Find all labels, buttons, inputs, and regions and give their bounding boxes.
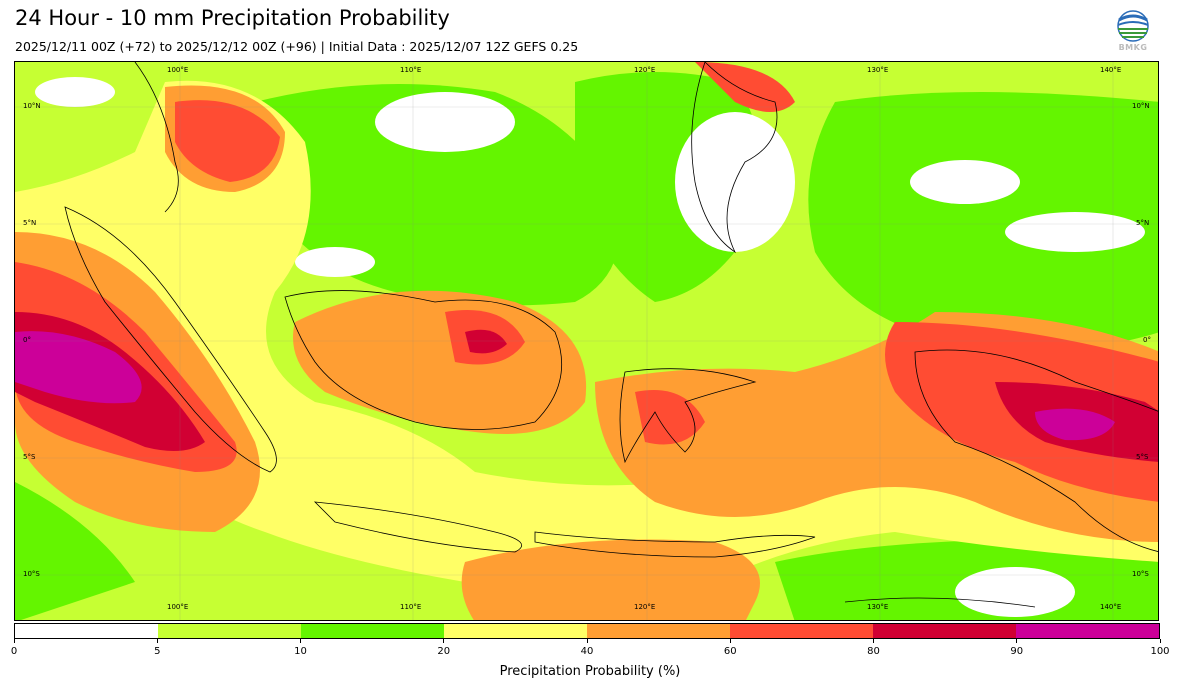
- colorbar: [14, 623, 1160, 639]
- colorbar-segment: [873, 624, 1016, 638]
- lat-label-left: 5°N: [23, 219, 37, 227]
- lon-label-bottom: 140°E: [1100, 603, 1122, 611]
- colorbar-tick-label: 60: [723, 646, 737, 657]
- bmkg-logo: BMKG: [1113, 10, 1153, 56]
- lon-label-top: 130°E: [867, 66, 889, 74]
- colorbar-tick-label: 40: [580, 646, 594, 657]
- colorbar-tick-label: 90: [1010, 646, 1024, 657]
- colorbar-segment: [730, 624, 873, 638]
- lon-label-bottom: 130°E: [867, 603, 889, 611]
- lat-label-right: 5°S: [1136, 453, 1149, 461]
- white-patch-5: [295, 247, 375, 277]
- red-area-north: [175, 100, 280, 182]
- colorbar-segment: [587, 624, 730, 638]
- orange-area-south: [461, 539, 760, 620]
- red-area-sulawesi: [635, 390, 705, 445]
- colorbar-tick-label: 100: [1150, 646, 1170, 657]
- map-field: [15, 62, 1158, 620]
- colorbar-tick-mark: [873, 639, 874, 643]
- colorbar-segment: [301, 624, 444, 638]
- colorbar-tick-label: 20: [437, 646, 451, 657]
- white-patch-1: [375, 92, 515, 152]
- colorbar-tick-mark: [13, 639, 15, 643]
- magenta-area-papua: [1035, 408, 1115, 441]
- chart-title: 24 Hour - 10 mm Precipitation Probabilit…: [15, 6, 450, 30]
- colorbar-tick-mark: [1016, 639, 1018, 643]
- lat-label-left: 5°S: [23, 453, 36, 461]
- lon-label-top: 120°E: [634, 66, 656, 74]
- red-area-ph: [695, 62, 795, 112]
- lat-label-right: 5°N: [1136, 219, 1150, 227]
- lon-label-bottom: 120°E: [634, 603, 656, 611]
- lon-label-bottom: 100°E: [167, 603, 189, 611]
- precipitation-map: [14, 61, 1159, 621]
- colorbar-tick-label: 10: [294, 646, 307, 657]
- green-area-pacific: [808, 92, 1158, 351]
- lat-label-right: 0°: [1143, 336, 1151, 344]
- white-patch-3: [910, 160, 1020, 204]
- logo-text: BMKG: [1118, 43, 1148, 52]
- colorbar-tick-label: 0: [10, 646, 18, 657]
- lon-label-top: 100°E: [167, 66, 189, 74]
- lat-label-left: 10°S: [23, 570, 40, 578]
- lat-label-left: 10°N: [23, 102, 41, 110]
- green-area-sw: [15, 482, 135, 620]
- colorbar-tick-label: 5: [154, 646, 161, 657]
- colorbar-segment: [15, 624, 158, 638]
- lon-label-top: 110°E: [400, 66, 422, 74]
- white-patch-4: [1005, 212, 1145, 252]
- colorbar-tick-mark: [1159, 639, 1161, 643]
- lon-label-bottom: 110°E: [400, 603, 422, 611]
- lon-label-top: 140°E: [1100, 66, 1122, 74]
- colorbar-tick-mark: [156, 639, 158, 643]
- lat-label-right: 10°S: [1132, 570, 1149, 578]
- colorbar-label: Precipitation Probability (%): [499, 664, 681, 679]
- colorbar-segment: [444, 624, 587, 638]
- colorbar-tick-mark: [443, 639, 445, 643]
- colorbar-tick-mark: [729, 639, 731, 643]
- white-patch-6: [955, 567, 1075, 617]
- crimson-area-borneo: [465, 329, 507, 354]
- colorbar-segment: [1016, 624, 1159, 638]
- lat-label-left: 0°: [23, 336, 31, 344]
- coastlines: [64, 62, 1158, 608]
- white-patch-7: [35, 77, 115, 107]
- magenta-area-sumatra: [15, 331, 142, 404]
- colorbar-tick-mark: [586, 639, 588, 643]
- colorbar-tick-mark: [300, 639, 301, 643]
- lat-label-right: 10°N: [1132, 102, 1150, 110]
- chart-subtitle: 2025/12/11 00Z (+72) to 2025/12/12 00Z (…: [15, 39, 579, 54]
- colorbar-tick-label: 80: [867, 646, 880, 657]
- colorbar-segment: [158, 624, 301, 638]
- bmkg-globe-icon: [1117, 10, 1149, 42]
- gridlines: [15, 62, 1158, 620]
